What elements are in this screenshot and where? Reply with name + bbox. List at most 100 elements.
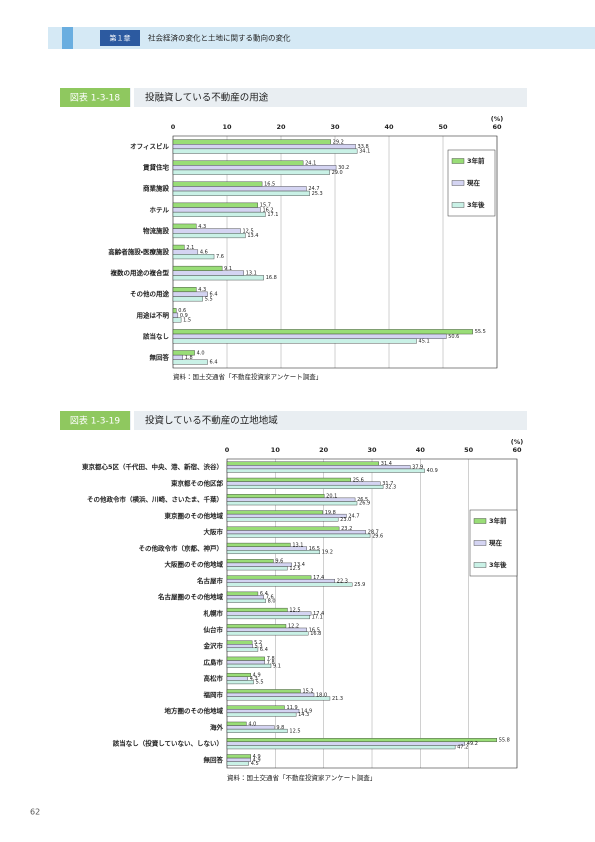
bar: [172, 148, 358, 154]
value-label: 16.5: [309, 546, 320, 552]
value-label: 26.5: [357, 497, 368, 503]
bar: [226, 575, 312, 580]
category-label: 広島市: [204, 657, 224, 666]
bar: [172, 270, 244, 276]
value-label: 1.5: [183, 317, 191, 323]
bar: [226, 631, 309, 636]
bar: [172, 296, 203, 302]
figure-title-bar: [60, 88, 527, 107]
legend-label: 3年後: [489, 560, 507, 569]
value-label: 18.0: [316, 692, 327, 698]
value-label: 4.6: [200, 250, 208, 256]
bar: [226, 526, 340, 531]
value-label: 24.7: [348, 513, 359, 519]
x-tick-label: 0: [225, 446, 230, 454]
bar: [226, 640, 253, 645]
bar: [172, 207, 261, 213]
category-label: その他政令市（横浜、川崎、さいたま、千葉）: [87, 495, 223, 504]
value-label: 47.2: [457, 745, 468, 751]
value-label: 31.7: [382, 481, 393, 487]
x-tick-label: 40: [416, 446, 426, 454]
value-label: 13.1: [246, 271, 257, 277]
value-label: 5.5: [205, 296, 213, 302]
bar: [226, 513, 347, 518]
value-label: 55.8: [499, 738, 510, 744]
value-label: 14.3: [298, 712, 309, 718]
value-label: 19.8: [325, 510, 336, 516]
legend-swatch: [473, 540, 487, 546]
value-label: 12.5: [289, 607, 300, 613]
value-label: 15.2: [302, 689, 313, 695]
bar: [226, 559, 274, 564]
value-label: 14.9: [301, 709, 312, 715]
bar: [226, 598, 266, 603]
bar: [226, 465, 411, 470]
value-label: 16.8: [266, 275, 277, 281]
bar: [172, 308, 177, 314]
value-label: 5.3: [255, 644, 263, 650]
value-label: 9.1: [224, 266, 232, 272]
value-label: 12.5: [289, 728, 300, 734]
bar: [226, 721, 247, 726]
bar: [172, 181, 263, 187]
category-label: その他政令市（京都、神戸）: [139, 543, 224, 552]
value-label: 50.6: [448, 334, 459, 340]
value-label: 4.3: [250, 676, 258, 682]
header-band: [48, 27, 595, 49]
value-label: 7.6: [216, 254, 224, 260]
bar: [226, 595, 264, 600]
bar: [226, 546, 307, 551]
legend-swatch: [451, 202, 465, 208]
bar: [226, 494, 325, 499]
category-label: 福岡市: [203, 690, 224, 699]
source-note: 資料：国土交通省「不動産投資家アンケート調査」: [227, 773, 376, 782]
category-label: 用途は不明: [136, 310, 170, 319]
header-marker: [62, 27, 73, 49]
figure-label: 図表 1-3-18: [70, 93, 121, 104]
bar: [226, 477, 351, 482]
unit-label: (%): [491, 115, 503, 123]
legend-label: 現在: [467, 178, 481, 187]
value-label: 9.6: [275, 559, 283, 565]
value-label: 29.2: [333, 139, 344, 145]
value-label: 23.0: [340, 517, 351, 523]
bar: [172, 275, 264, 281]
bar: [226, 562, 292, 567]
legend-swatch: [451, 180, 465, 186]
x-tick-label: 40: [384, 123, 394, 131]
bar: [226, 484, 384, 489]
value-label: 13.1: [292, 542, 303, 548]
bar: [226, 728, 288, 733]
bar: [226, 591, 259, 596]
value-label: 24.7: [308, 186, 319, 192]
value-label: 5.2: [254, 640, 262, 646]
bar: [172, 160, 304, 166]
value-label: 7.6: [266, 595, 274, 601]
value-label: 45.1: [419, 339, 430, 345]
bar: [226, 501, 358, 506]
value-label: 15.7: [260, 203, 271, 209]
bar: [226, 461, 379, 466]
bar: [226, 761, 249, 766]
bar: [226, 738, 497, 743]
bar: [226, 578, 335, 583]
value-label: 33.8: [358, 144, 369, 150]
figure-title-bar: [60, 411, 527, 430]
legend-label: 3年前: [489, 516, 507, 525]
bar: [172, 359, 208, 365]
value-label: 26.9: [359, 501, 370, 507]
page-number: 62: [30, 808, 40, 817]
bar: [226, 468, 425, 473]
bar: [172, 317, 182, 323]
category-label: 該当なし: [143, 331, 169, 340]
bar: [226, 696, 331, 701]
bar: [226, 745, 456, 750]
value-label: 8.0: [268, 598, 276, 604]
value-label: 25.6: [353, 477, 364, 483]
value-label: 9.8: [276, 725, 284, 731]
bar: [226, 611, 312, 616]
legend-swatch: [473, 518, 487, 524]
bar: [226, 644, 253, 649]
